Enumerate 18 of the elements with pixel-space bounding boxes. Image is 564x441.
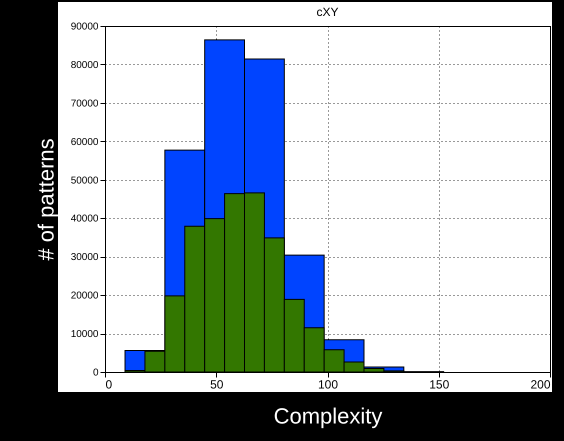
x-tick-label: 50 [210,378,224,392]
y-tick-label: 10000 [70,329,99,340]
x-tick-label: 200 [530,378,551,392]
y-tick-label: 30000 [70,252,99,264]
x-tick-label: 150 [429,378,450,392]
x-tick-label: 0 [106,378,112,392]
y-tick-label: 80000 [70,60,99,71]
y-tick-label: 70000 [70,98,99,110]
chart-title: cXY [316,5,339,19]
x-axis-title: Complexity [274,404,382,428]
y-tick-label: 90000 [70,22,99,32]
y-tick-label: 50000 [70,175,99,186]
y-tick-label: 40000 [70,214,99,225]
y-tick-label: 0 [92,368,99,378]
x-tick-label: 100 [318,378,338,392]
y-tick-label: 20000 [70,290,99,302]
y-tick-label: 60000 [70,136,99,148]
y-axis-title: # of patterns [34,138,59,261]
